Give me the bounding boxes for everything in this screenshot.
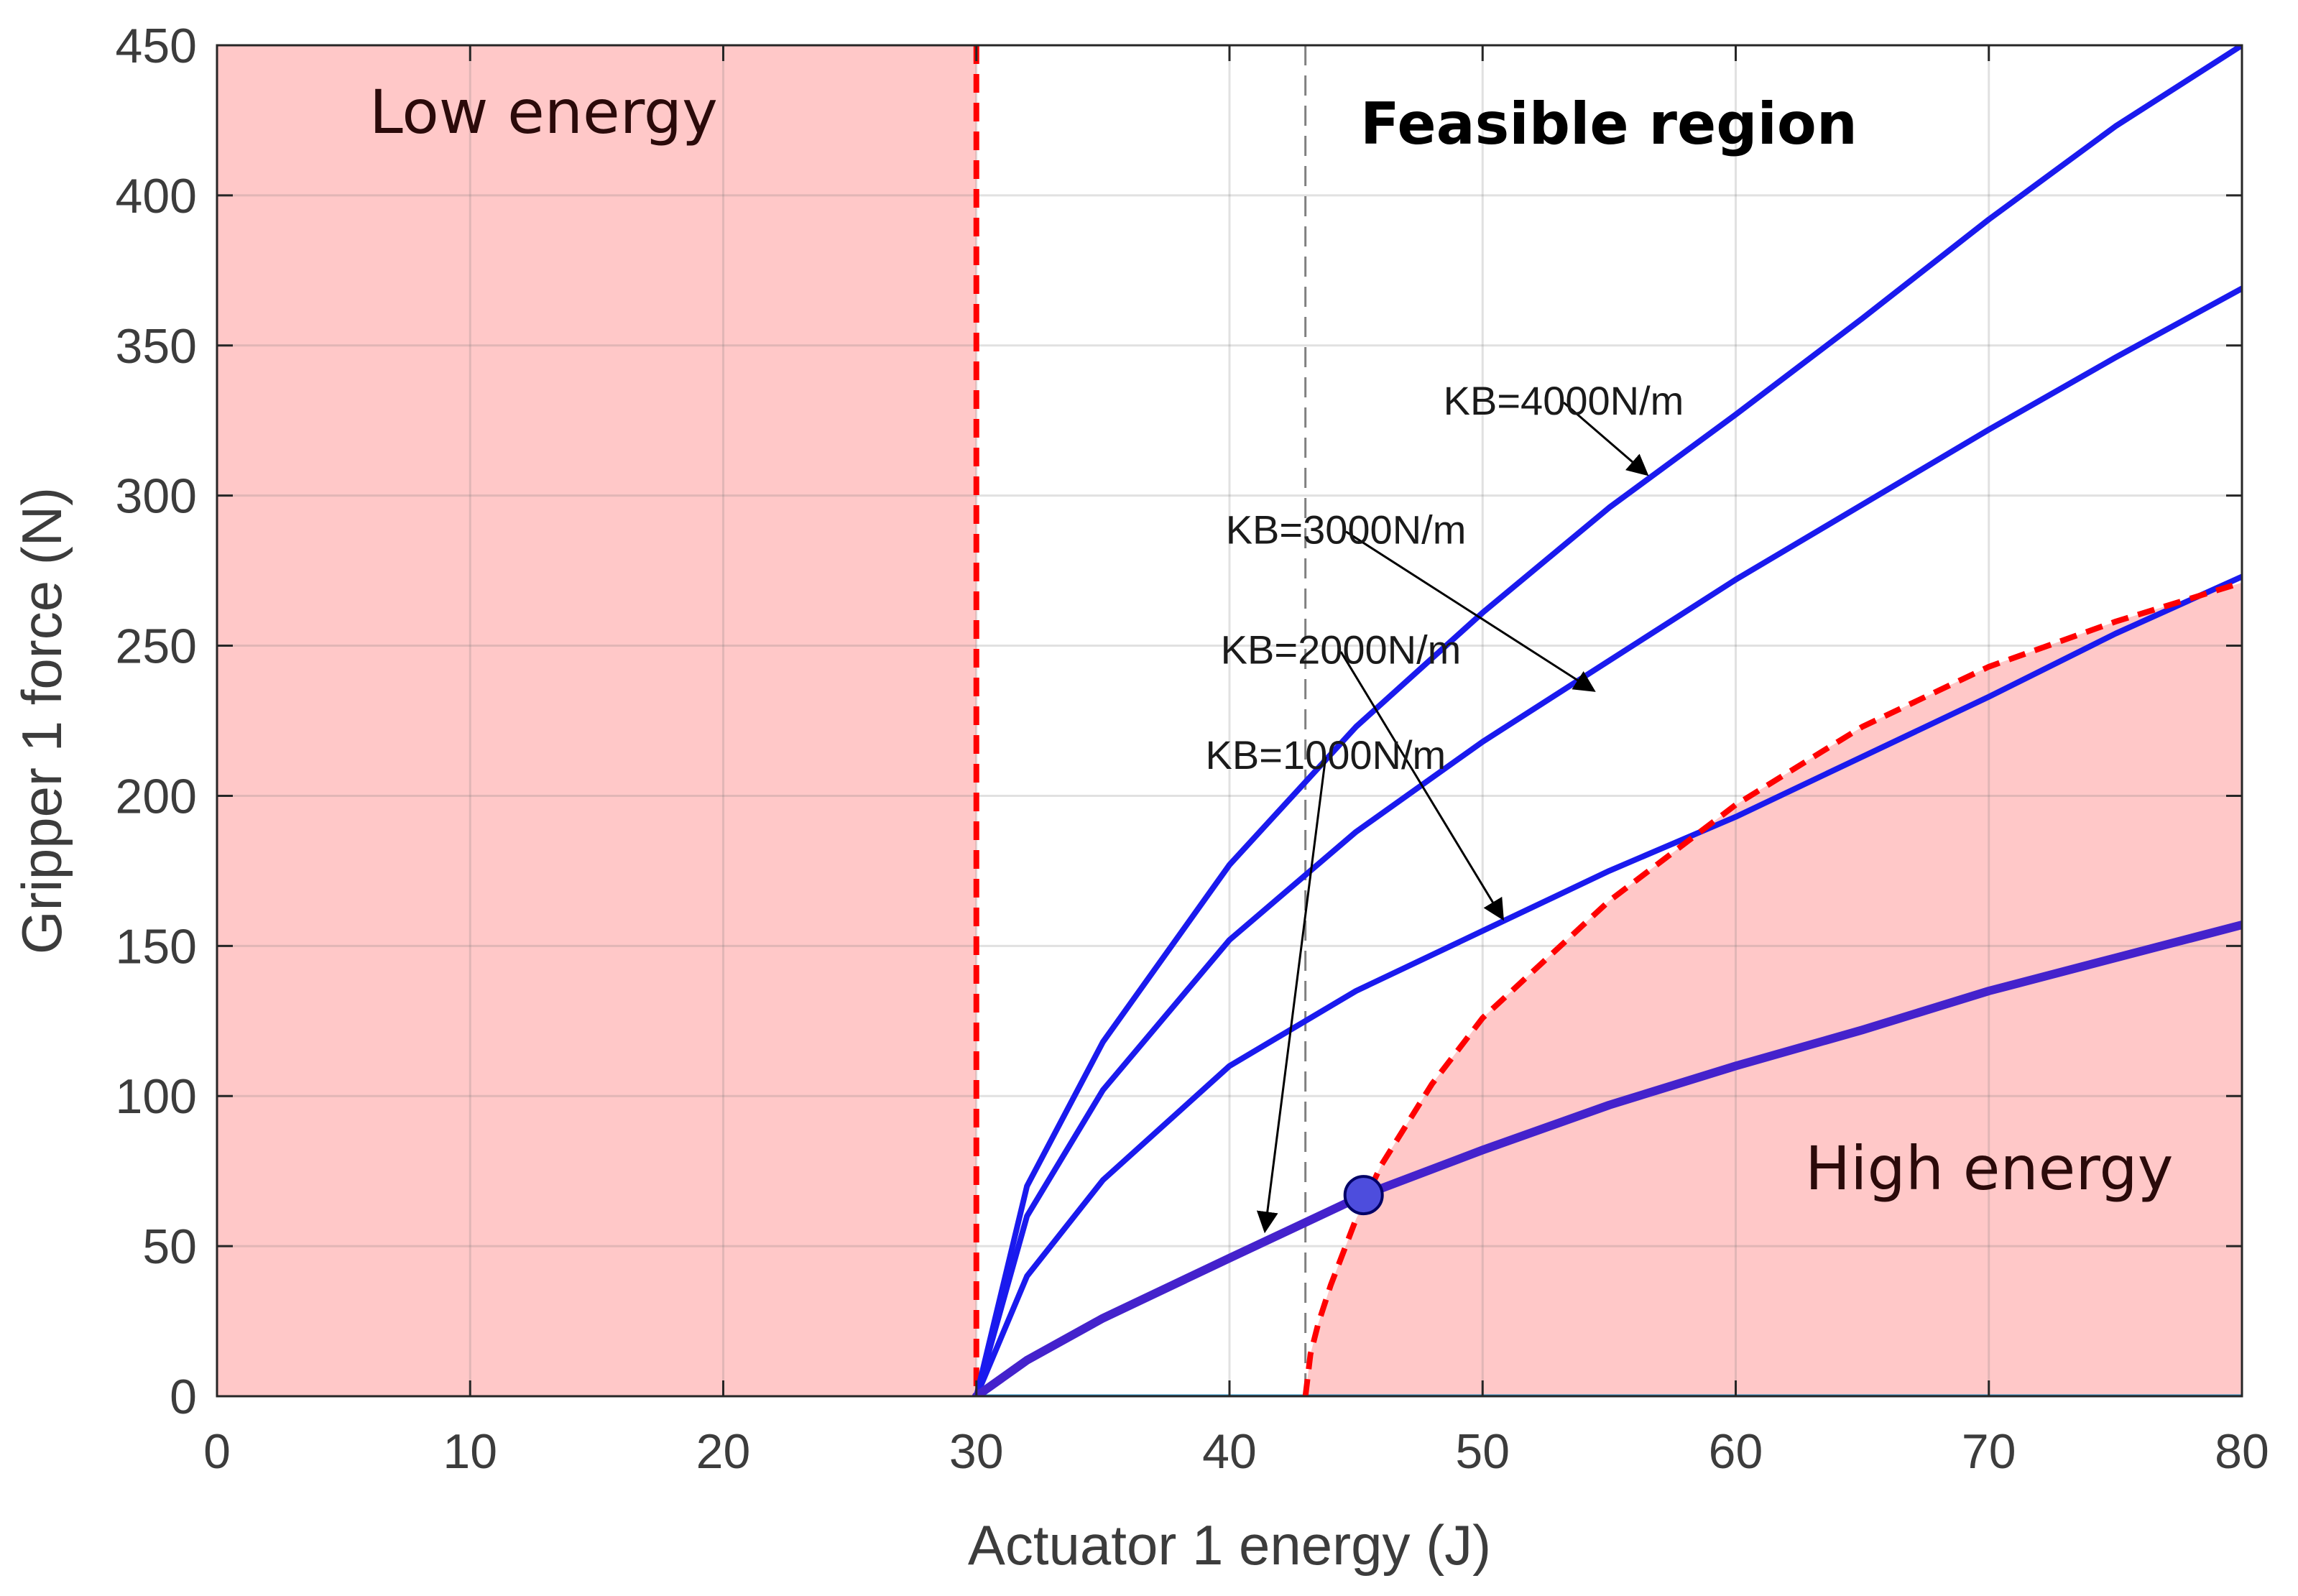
y-tick-label: 250 bbox=[116, 619, 197, 674]
series-line-kb-2000n-m bbox=[973, 573, 2242, 1396]
series-line-kb-4000n-m bbox=[973, 45, 2242, 1396]
series-line-kb-1000n-m bbox=[972, 921, 2242, 1396]
x-tick-label: 10 bbox=[443, 1424, 497, 1479]
high-energy-boundary-line bbox=[1302, 579, 2242, 1396]
x-tick-label: 70 bbox=[1962, 1424, 2016, 1479]
transition-point-marker bbox=[1343, 1175, 1384, 1216]
x-tick-label: 80 bbox=[2215, 1424, 2269, 1479]
y-tick-label: 100 bbox=[116, 1069, 197, 1124]
annotation-arrow-kb-1000n-m bbox=[1256, 756, 1327, 1234]
y-tick-label: 350 bbox=[116, 319, 197, 374]
shaded-regions bbox=[217, 45, 2242, 1396]
tick-layer: 0 10 20 30 40 50 60 70 80 0 50 100 150 200 250 300 350 40… bbox=[116, 19, 2269, 1479]
annotation-arrow-kb-4000n-m bbox=[1562, 402, 1649, 476]
annotation-label-kb-2000n-m: KB=2000N/m bbox=[1221, 627, 1462, 673]
low-energy-region bbox=[217, 45, 977, 1396]
y-tick-label: 150 bbox=[116, 919, 197, 974]
high-energy-region bbox=[1305, 582, 2242, 1396]
annotations-layer: KB=4000N/m KB=3000N/m KB=2000N/m KB=1000N/m bbox=[1206, 378, 1684, 1234]
annotation-arrow-kb-2000n-m bbox=[1339, 651, 1504, 921]
y-tick-label: 0 bbox=[170, 1370, 197, 1424]
region-label-feasible: Feasible region bbox=[1360, 91, 1858, 157]
y-axis-title: Gripper 1 force (N) bbox=[10, 487, 73, 954]
annotation-arrow-kb-3000n-m bbox=[1345, 530, 1596, 692]
x-tick-label: 50 bbox=[1455, 1424, 1510, 1479]
series-layer bbox=[972, 45, 2242, 1396]
y-tick-label: 50 bbox=[142, 1219, 197, 1274]
annotation-label-kb-4000n-m: KB=4000N/m bbox=[1444, 378, 1684, 423]
annotation-label-kb-3000n-m: KB=3000N/m bbox=[1226, 507, 1467, 553]
y-tick-label: 450 bbox=[116, 19, 197, 73]
x-tick-label: 60 bbox=[1709, 1424, 1763, 1479]
reference-lines bbox=[973, 45, 1307, 1396]
y-tick-label: 300 bbox=[116, 469, 197, 524]
annotation-label-kb-1000n-m: KB=1000N/m bbox=[1206, 732, 1446, 778]
region-label-low: Low energy bbox=[369, 77, 718, 147]
x-tick-label: 0 bbox=[203, 1424, 231, 1479]
series-line-kb-3000n-m bbox=[973, 285, 2242, 1396]
y-tick-label: 200 bbox=[116, 769, 197, 824]
x-tick-label: 40 bbox=[1202, 1424, 1257, 1479]
x-tick-label: 20 bbox=[696, 1424, 751, 1479]
x-axis-title: Actuator 1 energy (J) bbox=[968, 1513, 1491, 1577]
y-tick-label: 400 bbox=[116, 169, 197, 223]
region-label-high: High energy bbox=[1805, 1133, 2173, 1204]
x-tick-label: 30 bbox=[949, 1424, 1004, 1479]
